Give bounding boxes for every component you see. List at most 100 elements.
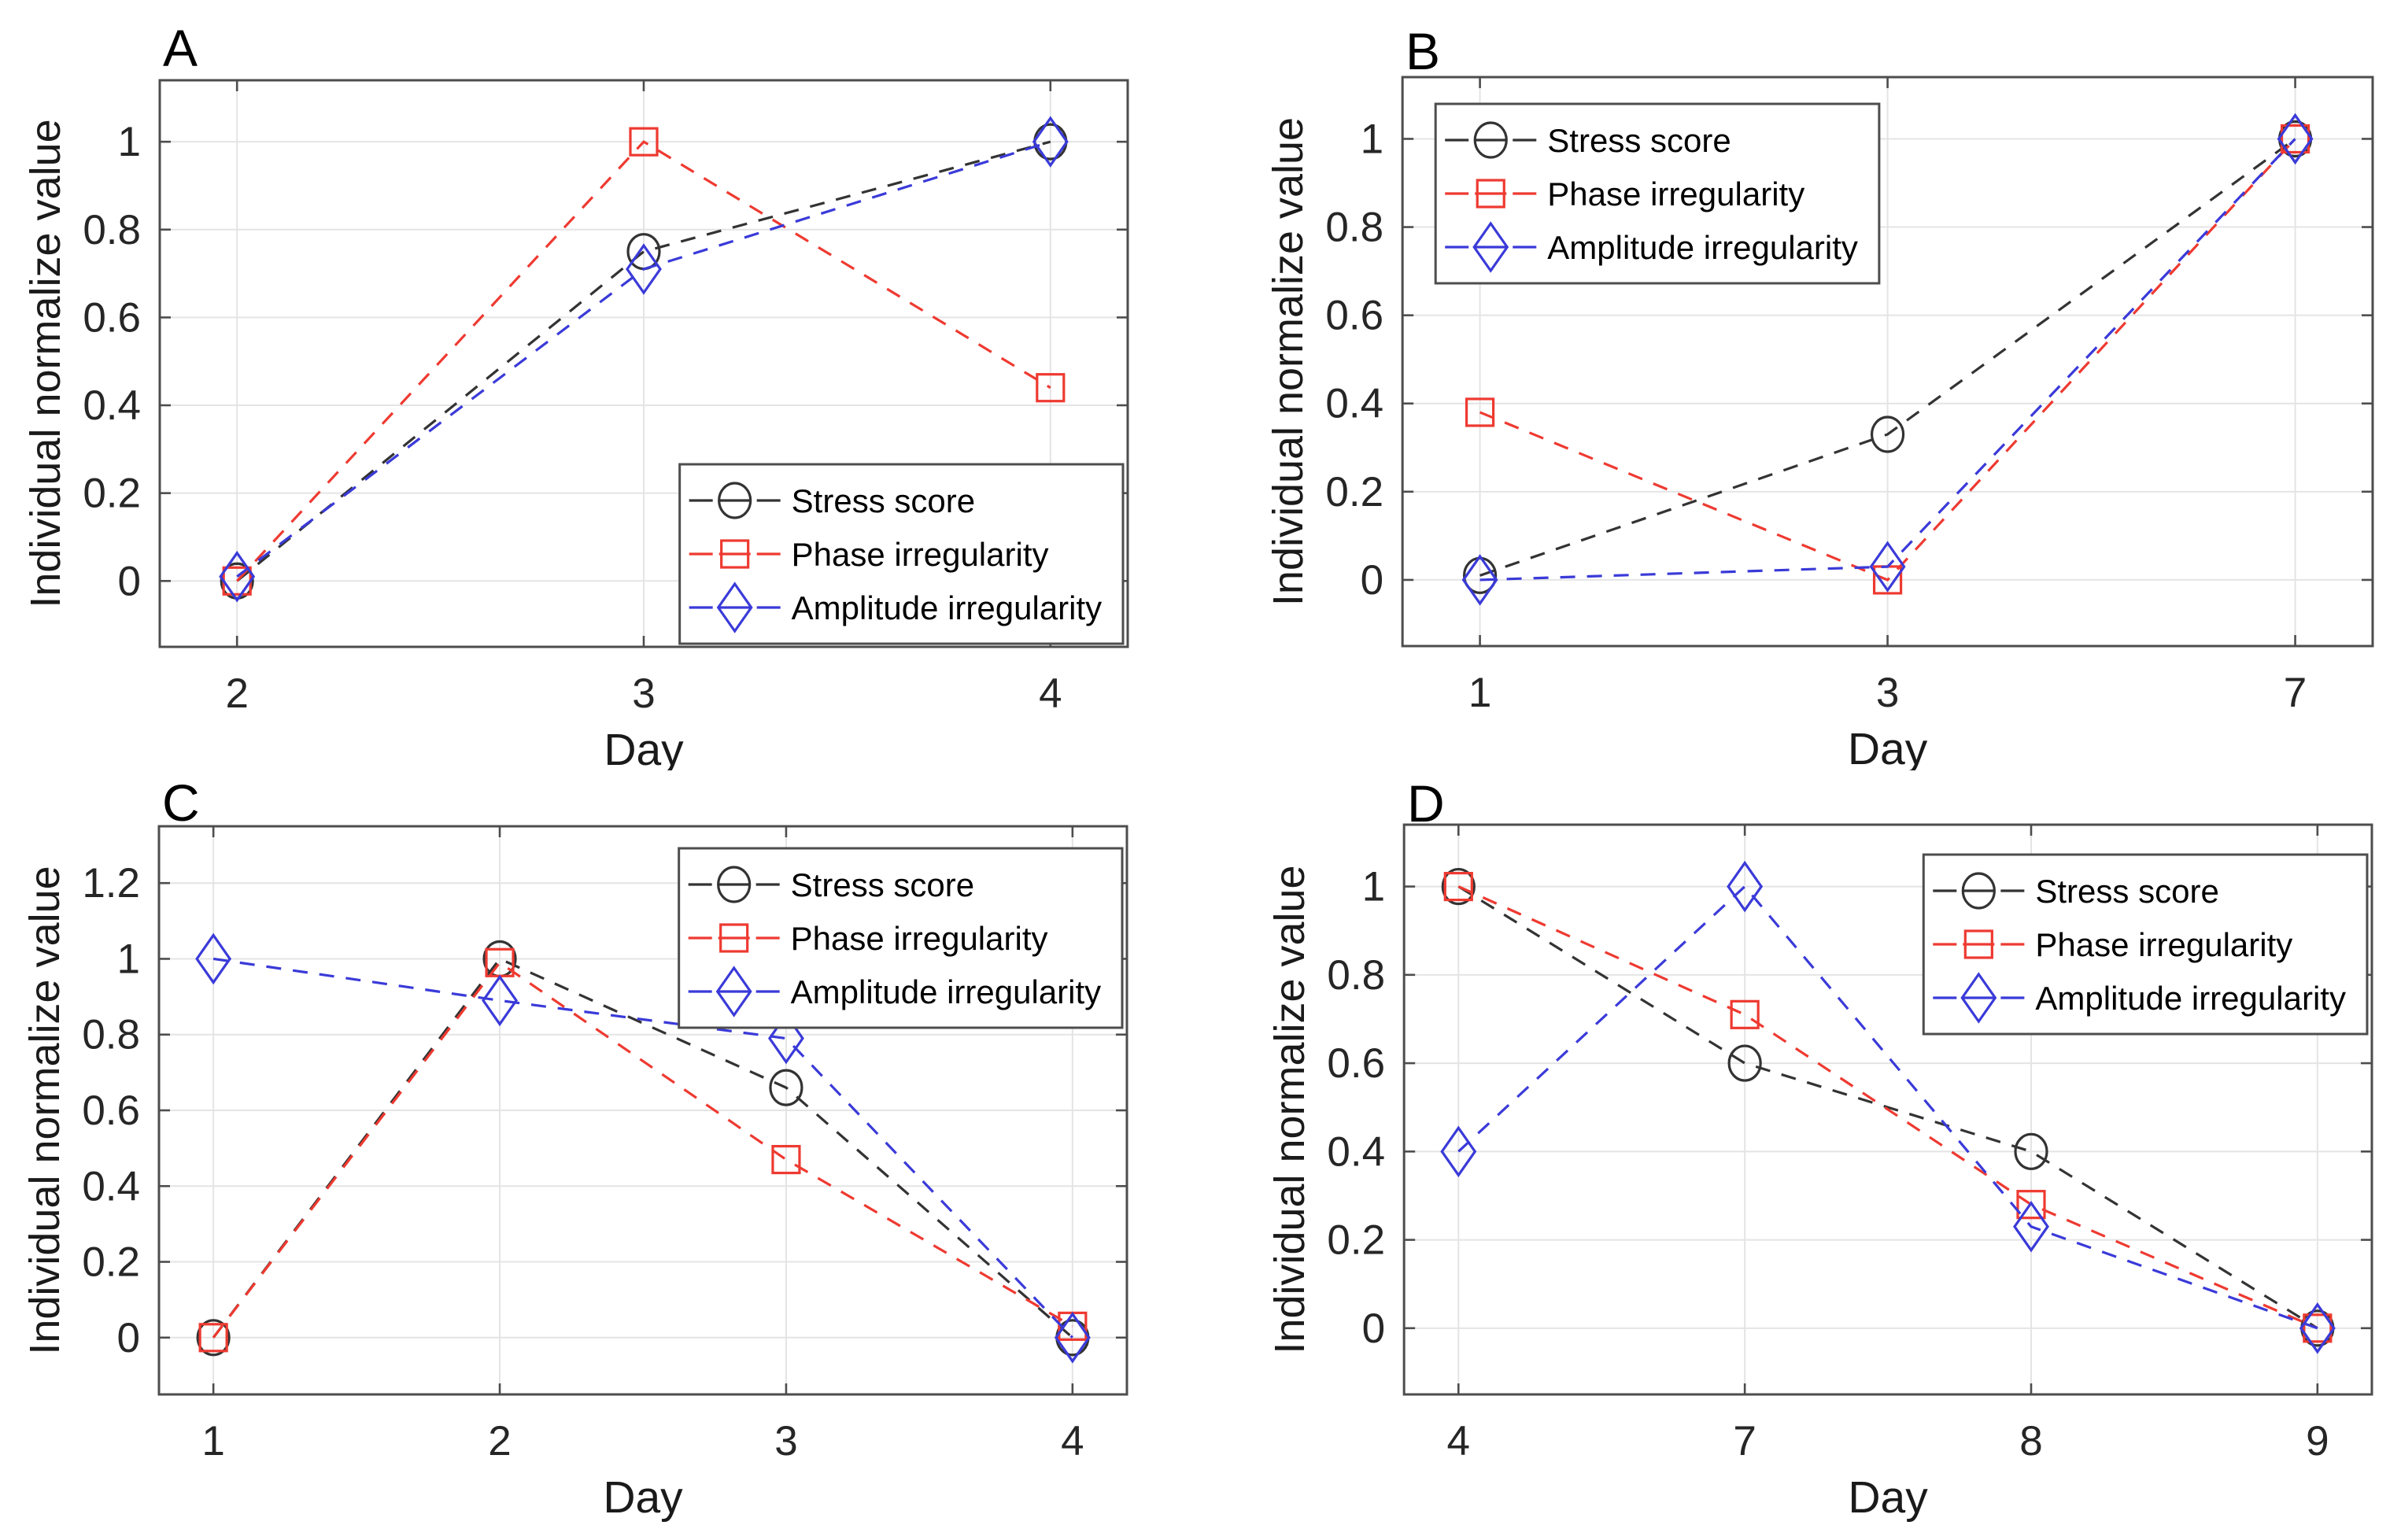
series-amplitude-irregularity <box>1461 113 2314 606</box>
axis-y-label: Individual normalize value <box>22 119 69 608</box>
legend-item-label: Stress score <box>1547 122 1731 159</box>
x-tick-label: 2 <box>225 670 248 717</box>
legend-item-amplitude-irregularity: Amplitude irregularity <box>1933 972 2346 1024</box>
marker-square <box>1036 373 1066 403</box>
legend-item-label: Stress score <box>2035 873 2218 910</box>
series-amplitude-irregularity <box>219 116 1069 603</box>
marker-square <box>198 1323 228 1353</box>
marker-square <box>771 1144 801 1175</box>
marker-square <box>1476 179 1505 209</box>
series-line <box>1457 884 2318 1330</box>
tick-marks <box>160 80 1128 647</box>
marker-diamond <box>1472 221 1509 273</box>
legend-item-label: Phase irregularity <box>2035 926 2292 963</box>
tick-marks <box>1402 77 2373 646</box>
series-line <box>236 140 1051 582</box>
plot-area-b: 1 3 7 0 0.2 0.4 0.6 0.8 1 Day Individual normalize… <box>1265 76 2374 770</box>
panel-a: A 2 3 4 0 0.2 0.4 0.6 0.8 1 Day Individual normali… <box>0 0 1200 770</box>
legend-box <box>678 463 1125 645</box>
series-line <box>236 140 1051 582</box>
tick-labels: 4 7 8 9 0 0.2 0.4 0.6 0.8 1 <box>1327 864 2329 1464</box>
x-tick-label: 4 <box>1039 670 1062 717</box>
marker-diamond <box>767 1012 804 1065</box>
axis-x-label: Day <box>1848 1472 1928 1523</box>
marker-circle <box>1870 415 1905 453</box>
x-tick-label: 3 <box>774 1418 797 1464</box>
y-tick-label: 0.2 <box>83 471 141 517</box>
marker-circle <box>769 1069 803 1106</box>
marker-square <box>1465 397 1495 427</box>
marker-square <box>2016 1190 2046 1220</box>
y-tick-label: 0.6 <box>1325 293 1383 339</box>
y-tick-label: 0.6 <box>1327 1040 1385 1087</box>
y-tick-label: 1 <box>1362 864 1385 910</box>
y-tick-label: 1 <box>117 936 140 982</box>
marker-square <box>719 923 749 953</box>
y-tick-label: 0.8 <box>1327 952 1385 999</box>
marker-diamond <box>2299 1302 2336 1354</box>
marker-diamond <box>195 932 232 985</box>
marker-diamond <box>1461 554 1498 606</box>
y-tick-label: 1 <box>118 119 141 165</box>
x-tick-label: 3 <box>632 670 655 717</box>
legend-item-phase-irregularity: Phase irregularity <box>1933 926 2292 963</box>
marker-diamond <box>626 243 662 295</box>
panel-letter-d: D <box>1407 774 1445 833</box>
marker-diamond <box>1869 541 1906 593</box>
marker-diamond <box>716 582 753 633</box>
legend-item-phase-irregularity: Phase irregularity <box>688 920 1048 957</box>
legend: Stress score Phase irregularity Amplitude … <box>1434 102 1881 285</box>
marker-square <box>1443 871 1473 902</box>
panel-d: D 4 7 8 9 0 0.2 0.4 0.6 0.8 1 Day Individual normal… <box>1200 770 2401 1540</box>
y-tick-label: 0.4 <box>1327 1128 1385 1175</box>
y-tick-label: 0.8 <box>1325 205 1383 251</box>
plot-area-a: 2 3 4 0 0.2 0.4 0.6 0.8 1 Day Individual normalize… <box>22 79 1129 770</box>
marker-circle <box>196 1319 231 1357</box>
tick-marks <box>159 826 1127 1394</box>
legend-item-label: Phase irregularity <box>791 920 1048 957</box>
panel-c: C 1 2 3 4 0 0.2 0.4 0.6 0.8 1 1.2 Day Individual nor… <box>0 770 1200 1540</box>
marker-circle <box>1473 121 1508 159</box>
axis-y-label: Individual normalize value <box>1266 865 1313 1354</box>
legend-item-stress-score: Stress score <box>689 482 975 519</box>
y-tick-label: 1 <box>1361 116 1383 162</box>
tick-labels: 1 2 3 4 0 0.2 0.4 0.6 0.8 1 1.2 <box>82 860 1084 1464</box>
marker-square <box>629 127 659 157</box>
legend-box <box>1434 102 1881 285</box>
series-amplitude-irregularity <box>195 932 1091 1364</box>
y-tick-label: 1.2 <box>82 860 140 907</box>
panel-letter-c: C <box>162 774 200 832</box>
legend: Stress score Phase irregularity Amplitude … <box>678 463 1125 645</box>
legend-box <box>678 847 1124 1029</box>
marker-square <box>1730 999 1760 1029</box>
axes-box <box>1402 823 2373 1396</box>
axis-x-label: Day <box>603 1472 683 1523</box>
marker-square <box>2280 124 2311 154</box>
x-tick-label: 2 <box>488 1418 511 1464</box>
legend-item-phase-irregularity: Phase irregularity <box>689 536 1048 573</box>
marker-square <box>1963 929 1993 959</box>
series-line <box>1479 138 2296 582</box>
axis-x-label: Day <box>1848 724 1928 770</box>
x-tick-label: 1 <box>201 1418 224 1464</box>
series-line <box>212 957 1074 1339</box>
y-tick-label: 0.8 <box>83 207 141 253</box>
plot-area-d: 4 7 8 9 0 0.2 0.4 0.6 0.8 1 Day Individual normaliz… <box>1266 823 2373 1523</box>
legend-item-label: Amplitude irregularity <box>1547 229 1858 266</box>
y-tick-label: 0 <box>1361 557 1383 604</box>
axis-x-label: Day <box>604 725 684 770</box>
panel-b: B 1 3 7 0 0.2 0.4 0.6 0.8 1 Day Individual normali… <box>1200 0 2401 770</box>
marker-diamond <box>1440 1125 1477 1178</box>
legend-item-amplitude-irregularity: Amplitude irregularity <box>689 582 1102 633</box>
series-line <box>236 140 1051 578</box>
series-line <box>1479 138 2296 577</box>
marker-diamond <box>1032 116 1069 168</box>
legend-item-stress-score: Stress score <box>1445 121 1731 159</box>
y-tick-label: 0 <box>117 1315 140 1361</box>
plot-area-c: 1 2 3 4 0 0.2 0.4 0.6 0.8 1 1.2 Day Individual norma… <box>21 825 1128 1523</box>
legend-item-label: Phase irregularity <box>1547 175 1804 212</box>
legend-item-phase-irregularity: Phase irregularity <box>1445 175 1804 212</box>
marker-square <box>2303 1313 2333 1343</box>
series-line <box>1457 885 2318 1330</box>
